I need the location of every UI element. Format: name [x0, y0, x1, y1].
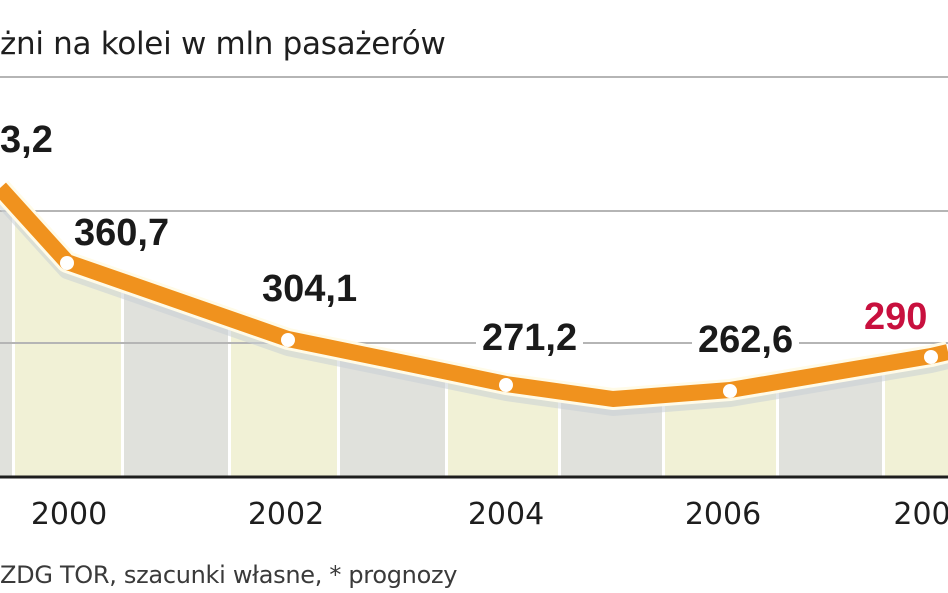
source-note: ZDG TOR, szacunki własne, * prognozy — [0, 561, 458, 589]
value-label-2004: 271,2 — [476, 317, 584, 360]
value-label-2000: 360,7 — [74, 212, 170, 254]
data-point-2002 — [281, 333, 295, 347]
data-point-2008 — [924, 350, 938, 364]
x-tick-2000: 2000 — [30, 497, 108, 532]
data-point-2000 — [60, 256, 74, 270]
data-point-2006 — [723, 384, 737, 398]
value-label-partial: 3,2 — [0, 119, 53, 161]
x-tick-2004: 2004 — [467, 497, 545, 532]
x-tick-2008: 200 — [893, 497, 948, 532]
x-tick-2002: 2002 — [247, 497, 325, 532]
value-label-2006: 262,6 — [692, 319, 800, 362]
data-point-2004 — [499, 378, 513, 392]
x-tick-2006: 2006 — [684, 497, 762, 532]
value-label-2008-forecast: 290 — [858, 296, 934, 339]
value-label-2002: 304,1 — [262, 268, 358, 310]
chart-title: żni na kolei w mln pasażerów — [0, 26, 446, 62]
